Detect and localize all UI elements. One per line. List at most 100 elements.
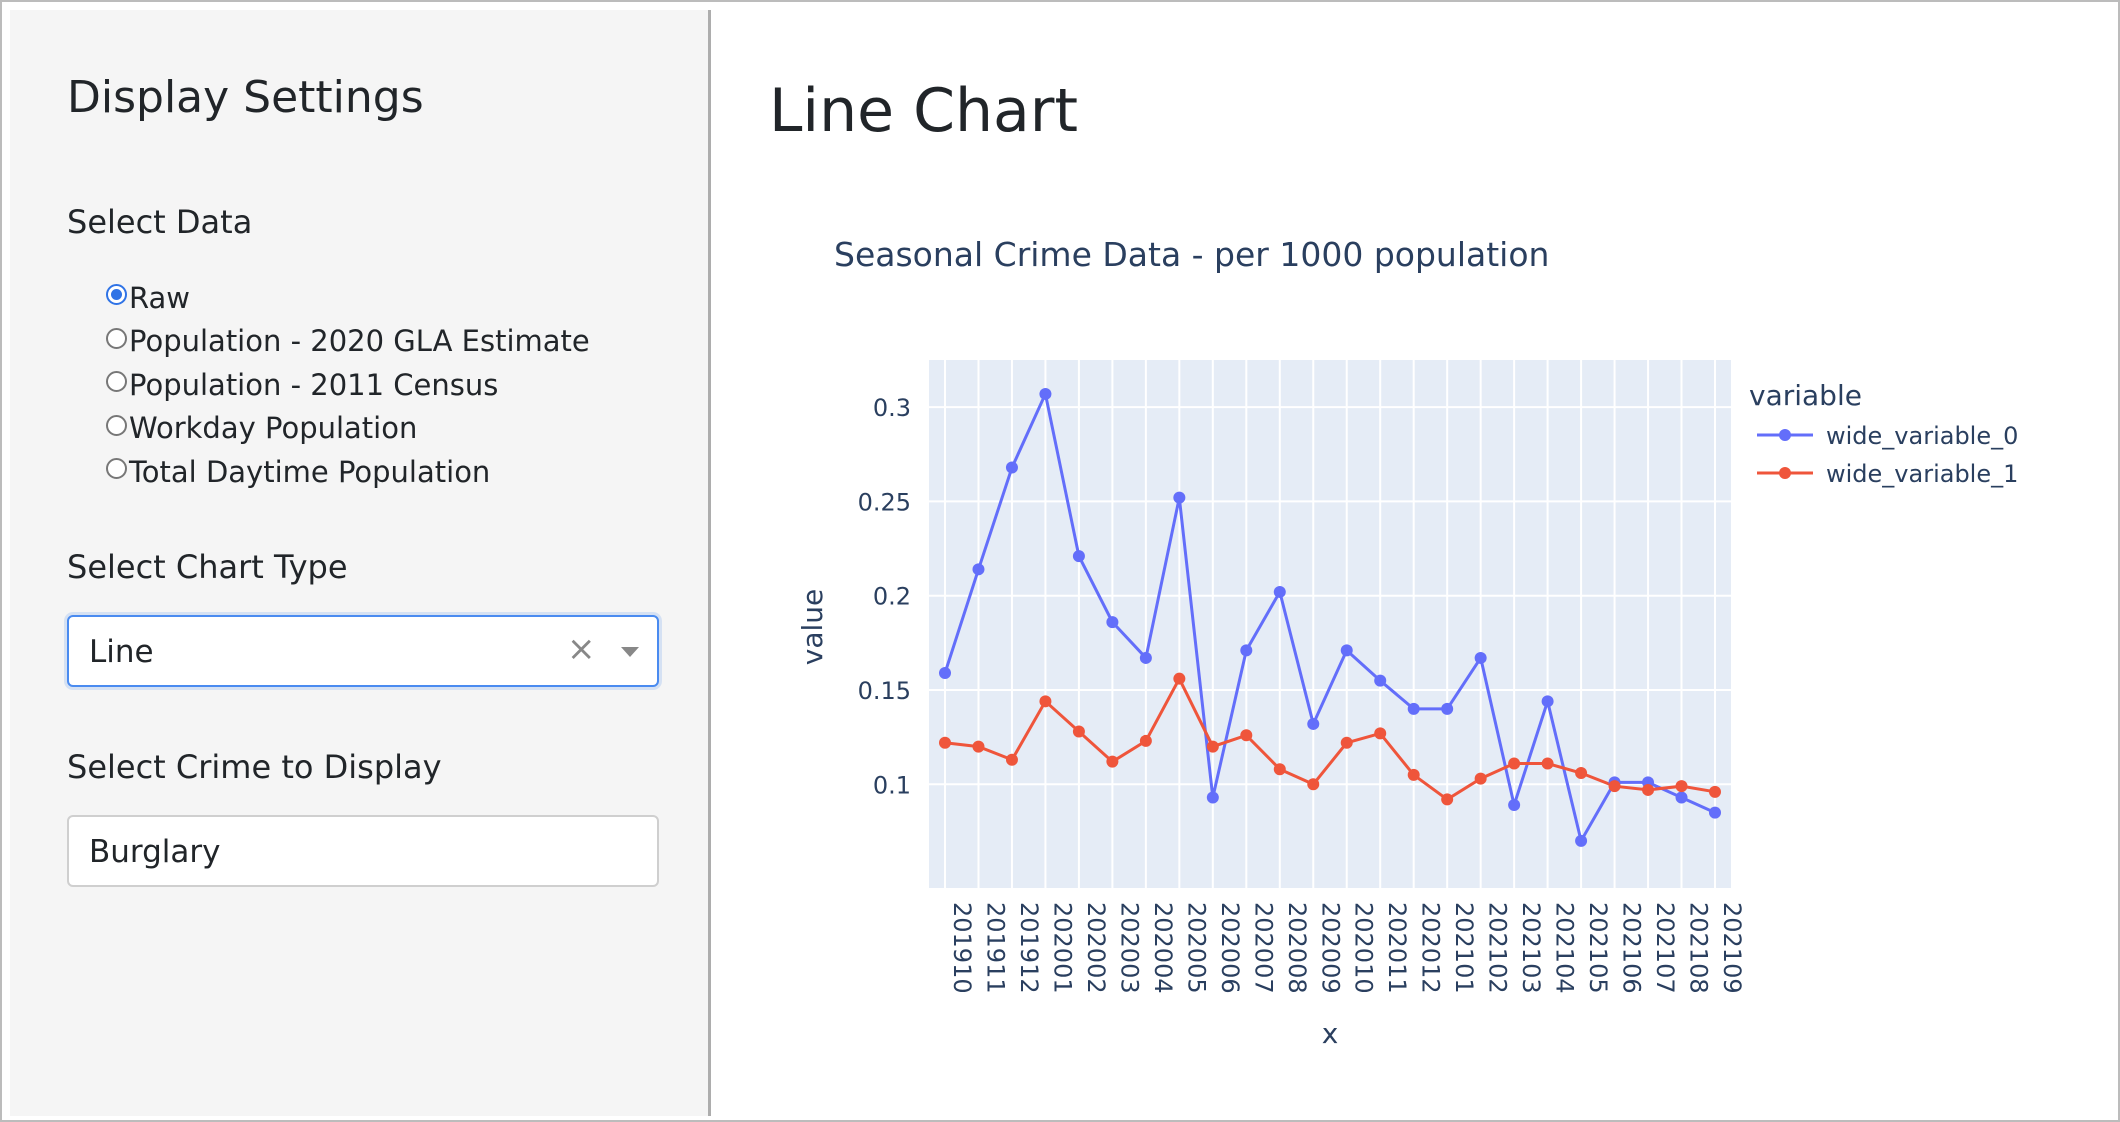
page-title: Line Chart bbox=[769, 76, 1078, 146]
x-tick-label: 202002 bbox=[1082, 902, 1110, 994]
radio-label: Population - 2011 Census bbox=[129, 367, 499, 402]
data-point bbox=[1441, 793, 1454, 806]
x-tick-label: 202009 bbox=[1316, 902, 1344, 994]
x-tick-label: 202011 bbox=[1383, 902, 1411, 994]
data-point bbox=[1508, 757, 1521, 770]
data-point bbox=[1039, 695, 1052, 708]
data-point bbox=[1407, 768, 1420, 781]
y-tick-label: 0.2 bbox=[873, 583, 911, 611]
data-point bbox=[1173, 491, 1186, 504]
radio-option-raw[interactable]: Raw bbox=[106, 276, 590, 320]
data-point bbox=[1106, 755, 1119, 768]
x-tick-label: 202106 bbox=[1618, 902, 1646, 994]
series-line-wide_variable_1 bbox=[944, 675, 1716, 802]
chevron-down-icon[interactable] bbox=[621, 647, 639, 657]
legend-marker bbox=[1779, 467, 1791, 479]
data-point bbox=[1541, 757, 1554, 770]
y-tick-label: 0.15 bbox=[858, 677, 911, 705]
data-point bbox=[1206, 791, 1219, 804]
legend-item[interactable]: wide_variable_0 bbox=[1757, 422, 2018, 450]
x-tick-label: 201910 bbox=[948, 902, 976, 994]
data-point bbox=[939, 667, 951, 680]
x-tick-label: 202108 bbox=[1685, 902, 1713, 994]
data-point bbox=[1072, 725, 1085, 738]
data-point bbox=[1709, 806, 1721, 819]
data-point bbox=[1273, 585, 1286, 598]
sidebar: Display Settings Select Data Raw Populat… bbox=[10, 10, 711, 1116]
radio-label: Total Daytime Population bbox=[129, 454, 491, 489]
data-point bbox=[1575, 766, 1588, 779]
data-point bbox=[1374, 674, 1387, 687]
x-tick-label: 202006 bbox=[1216, 902, 1244, 994]
legend-label: wide_variable_0 bbox=[1826, 422, 2018, 450]
crime-input-value: Burglary bbox=[89, 834, 221, 870]
data-point bbox=[1240, 644, 1253, 657]
data-point bbox=[972, 563, 985, 576]
series-line-wide_variable_0 bbox=[943, 389, 1716, 845]
radio-option-gla-estimate[interactable]: Population - 2020 GLA Estimate bbox=[106, 320, 590, 364]
chart-type-value: Line bbox=[89, 634, 154, 670]
radio-label: Raw bbox=[129, 280, 191, 315]
data-point bbox=[1206, 740, 1219, 753]
radio-button[interactable] bbox=[106, 371, 127, 393]
x-tick-label: 202010 bbox=[1350, 902, 1378, 994]
data-point bbox=[1072, 550, 1085, 563]
data-point bbox=[1441, 702, 1454, 715]
radio-button[interactable] bbox=[106, 284, 127, 306]
x-tick-label: 202102 bbox=[1484, 902, 1512, 994]
data-point bbox=[1374, 727, 1387, 740]
select-data-label: Select Data bbox=[67, 203, 253, 241]
legend-title: variable bbox=[1749, 379, 1862, 412]
x-tick-label: 202104 bbox=[1551, 902, 1579, 994]
x-tick-label: 202003 bbox=[1115, 902, 1143, 994]
radio-button[interactable] bbox=[106, 414, 127, 436]
radio-option-2011-census[interactable]: Population - 2011 Census bbox=[106, 363, 590, 407]
data-point bbox=[1474, 651, 1487, 664]
data-point bbox=[1039, 387, 1052, 400]
chart-type-dropdown[interactable]: Line × bbox=[67, 615, 659, 687]
data-point bbox=[1508, 799, 1521, 812]
data-point bbox=[1307, 717, 1320, 730]
x-tick-label: 201911 bbox=[981, 902, 1009, 994]
data-point bbox=[1106, 616, 1119, 629]
x-tick-label: 202004 bbox=[1149, 902, 1177, 994]
data-point bbox=[1340, 644, 1353, 657]
x-tick-label: 202107 bbox=[1651, 902, 1679, 994]
data-point bbox=[1139, 651, 1152, 664]
y-tick-label: 0.25 bbox=[858, 488, 911, 516]
data-point bbox=[1407, 702, 1420, 715]
legend: variable wide_variable_0 wide_variable_1 bbox=[1749, 379, 2018, 488]
radio-option-daytime[interactable]: Total Daytime Population bbox=[106, 450, 590, 494]
x-tick-label: 202105 bbox=[1584, 902, 1612, 994]
data-point bbox=[1642, 783, 1655, 796]
x-tick-label: 202008 bbox=[1283, 902, 1311, 994]
select-crime-label: Select Crime to Display bbox=[67, 748, 442, 786]
x-tick-label: 202012 bbox=[1417, 902, 1445, 994]
data-point bbox=[1709, 785, 1721, 798]
data-point bbox=[1575, 834, 1588, 847]
y-tick-label: 0.1 bbox=[873, 771, 911, 799]
radio-button[interactable] bbox=[106, 327, 127, 349]
clear-icon[interactable]: × bbox=[567, 629, 596, 669]
legend-item[interactable]: wide_variable_1 bbox=[1757, 460, 2018, 488]
x-axis-label: x bbox=[1322, 1017, 1339, 1050]
data-point bbox=[1240, 729, 1253, 742]
data-point bbox=[1139, 734, 1152, 747]
x-tick-label: 201912 bbox=[1015, 902, 1043, 994]
x-tick-label: 202001 bbox=[1048, 902, 1076, 994]
chart-title: Seasonal Crime Data - per 1000 populatio… bbox=[834, 235, 1549, 274]
data-point bbox=[1005, 461, 1018, 474]
x-tick-label: 202007 bbox=[1249, 902, 1277, 994]
y-tick-label: 0.3 bbox=[873, 394, 911, 422]
data-point bbox=[1675, 791, 1688, 804]
radio-label: Workday Population bbox=[129, 411, 418, 446]
data-point bbox=[1273, 763, 1286, 776]
data-point bbox=[1675, 780, 1688, 793]
radio-option-workday[interactable]: Workday Population bbox=[106, 407, 590, 451]
crime-input[interactable]: Burglary bbox=[67, 815, 659, 887]
y-axis-label: value bbox=[796, 589, 829, 665]
data-point bbox=[972, 740, 985, 753]
radio-button[interactable] bbox=[106, 458, 127, 480]
data-point bbox=[939, 736, 951, 749]
